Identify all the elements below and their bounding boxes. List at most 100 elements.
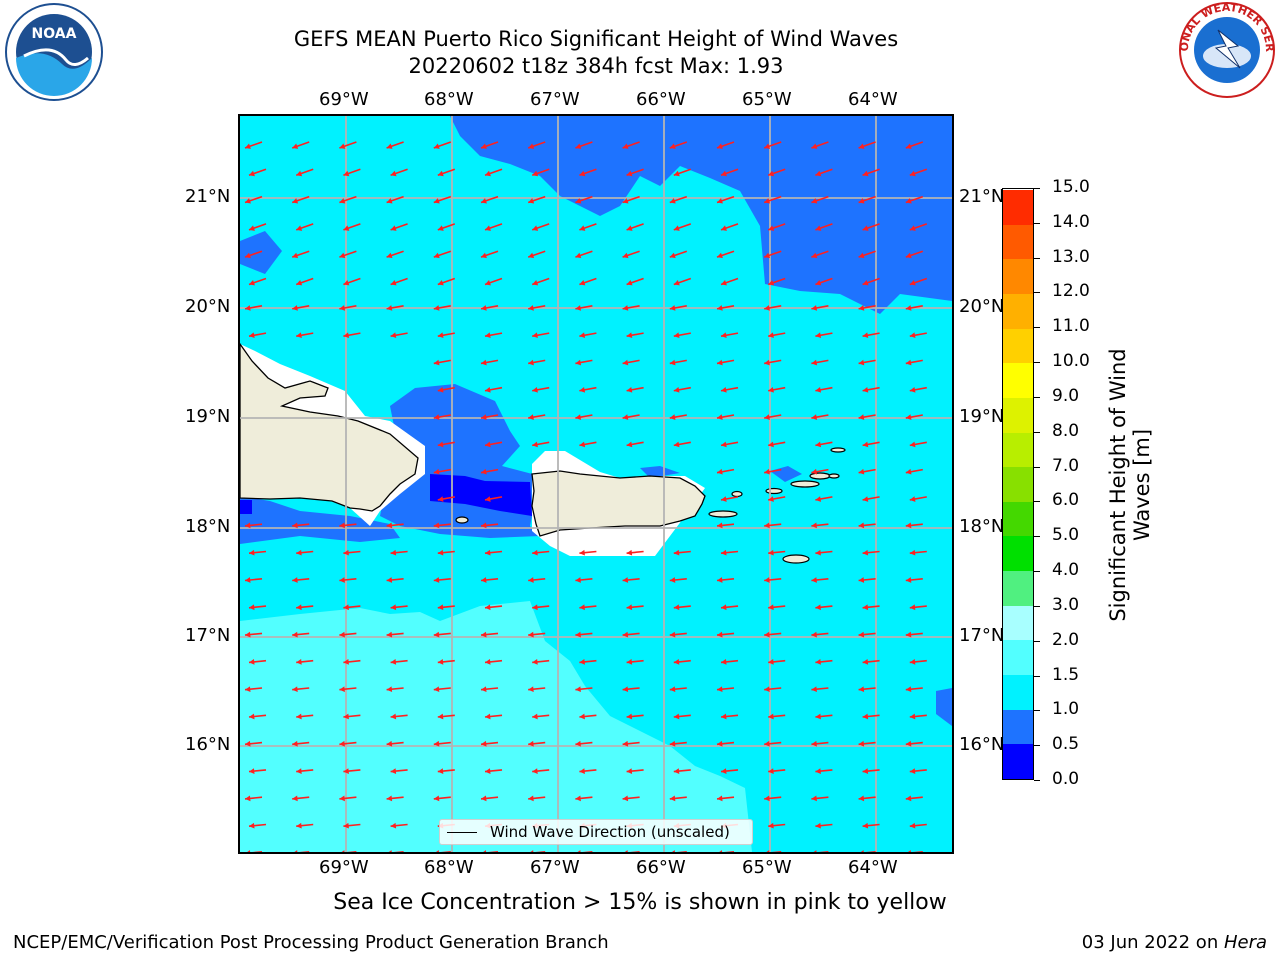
wave-direction-arrowhead [435, 850, 439, 852]
wave-direction-arrowhead [388, 850, 392, 852]
wave-direction-arrowhead [811, 740, 817, 747]
wave-direction-arrowhead [909, 279, 916, 286]
wave-direction-arrowhead [811, 414, 818, 420]
colorbar-tick-label: 13.0 [1052, 246, 1090, 267]
wave-direction-arrowhead [292, 522, 298, 529]
lat-label-left-4: 18°N [185, 516, 231, 537]
wave-direction-arrowhead [437, 441, 444, 448]
wave-direction-arrowhead [579, 225, 586, 231]
lon-label-top-5: 65°W [742, 89, 792, 110]
wave-direction-arrowhead [815, 225, 822, 231]
wave-direction-arrowhead [717, 740, 723, 747]
wave-direction-arrowhead [673, 279, 680, 286]
colorbar-tick-mark [1034, 501, 1040, 503]
wave-direction-arrowhead [815, 604, 821, 611]
wave-direction-arrowhead [721, 604, 727, 611]
colorbar-tick-mark [1034, 780, 1040, 781]
wave-direction-arrowhead [717, 631, 723, 638]
colorbar [1002, 188, 1034, 780]
wave-direction-arrowhead [764, 795, 770, 802]
colorbar-segment [1003, 639, 1033, 676]
land-vieques [708, 510, 738, 518]
wave-direction-arrowhead [433, 577, 440, 583]
wave-direction-arrowhead [905, 252, 912, 259]
colorbar-segment [1003, 328, 1033, 364]
wave-direction-arrowhead [249, 332, 255, 339]
wave-direction-arrowhead [343, 279, 350, 286]
wave-direction-arrowhead [575, 795, 581, 802]
colorbar-tick-label: 7.0 [1052, 455, 1080, 476]
wave-direction-arrowhead [768, 659, 774, 665]
wave-direction-arrowhead [575, 631, 581, 638]
wave-direction-arrowhead [528, 414, 534, 420]
wave-direction-arrowhead [862, 659, 869, 665]
wave-direction-arrowhead [905, 740, 912, 747]
wave-direction-arrowhead [433, 414, 440, 420]
wave-direction-arrowhead [343, 604, 349, 611]
wave-direction-arrowhead [433, 522, 440, 529]
wave-direction-arrowhead [390, 170, 397, 177]
wave-direction-arrowhead [249, 713, 255, 720]
wave-direction-arrowhead [815, 332, 822, 339]
wave-direction-arrowhead [673, 386, 680, 393]
wave-direction-arrowhead [717, 198, 723, 204]
chart-title: GEFS MEAN Puerto Rico Significant Height… [293, 27, 899, 51]
wave-direction-arrowhead [245, 252, 251, 259]
wave-direction-arrowhead [245, 795, 251, 802]
colorbar-segment [1003, 362, 1033, 398]
wave-direction-arrowhead [905, 631, 912, 638]
wave-direction-arrowhead [905, 468, 912, 475]
wave-direction-arrowhead [717, 414, 723, 420]
wave-direction-arrowhead [577, 850, 581, 852]
wave-direction-arrowhead [717, 795, 723, 802]
wave-direction-arrowhead [858, 631, 865, 638]
land-mona-island [455, 516, 469, 524]
wave-direction-arrowhead [296, 822, 302, 829]
wave-direction-arrowhead [245, 522, 251, 529]
wave-direction-arrowhead [437, 332, 444, 339]
wave-direction-arrowhead [579, 604, 585, 611]
wave-direction-arrowhead [862, 441, 869, 448]
colorbar-segment [1003, 709, 1033, 745]
wave-direction-arrowhead [858, 795, 865, 802]
wave-direction-arrowhead [815, 549, 821, 556]
wave-direction-arrowhead [768, 386, 774, 393]
wave-direction-arrowhead [532, 170, 539, 177]
wave-direction-arrowhead [294, 850, 298, 852]
wave-direction-arrowhead [245, 305, 251, 311]
noaa-logo: NOAA [4, 2, 104, 102]
wave-direction-arrowhead [386, 198, 393, 204]
colorbar-tick-label: 6.0 [1052, 490, 1080, 511]
colorbar-segment [1003, 501, 1033, 537]
wave-direction-arrowhead [433, 740, 440, 747]
wave-direction-arrowhead [481, 631, 487, 638]
wave-direction-arrowhead [575, 740, 581, 747]
lon-label-top-4: 66°W [636, 89, 686, 110]
colorbar-tick-label: 5.0 [1052, 525, 1080, 546]
colorbar-segment [1003, 605, 1033, 641]
lon-label-bottom-1: 69°W [319, 857, 369, 878]
wave-direction-arrowhead [811, 795, 817, 802]
wave-direction-arrowhead [862, 768, 869, 774]
wave-direction-arrowhead [485, 332, 491, 339]
lat-label-left-1: 21°N [185, 186, 231, 207]
colorbar-segment [1003, 224, 1033, 260]
map-grid [240, 116, 952, 852]
wave-direction-arrowhead [390, 604, 397, 611]
colorbar-tick-mark [1034, 745, 1040, 747]
wave-direction-arrowhead [390, 768, 397, 774]
wave-direction-arrowhead [764, 468, 770, 475]
land-st-croix [782, 554, 810, 564]
wave-direction-arrowhead [721, 279, 727, 286]
wave-direction-arrowhead [296, 549, 302, 556]
wave-direction-arrowhead [433, 795, 440, 802]
wave-direction-arrowhead [343, 822, 349, 829]
wave-direction-arrowhead [339, 143, 346, 149]
wave-direction-arrowhead [721, 713, 727, 720]
wave-direction-arrowhead [485, 604, 491, 611]
wave-direction-arrowhead [717, 305, 723, 311]
wave-direction-arrowhead [437, 170, 444, 177]
wave-direction-arrowhead [673, 659, 680, 665]
wave-direction-arrowhead [717, 143, 723, 149]
wave-direction-arrowhead [909, 659, 916, 665]
